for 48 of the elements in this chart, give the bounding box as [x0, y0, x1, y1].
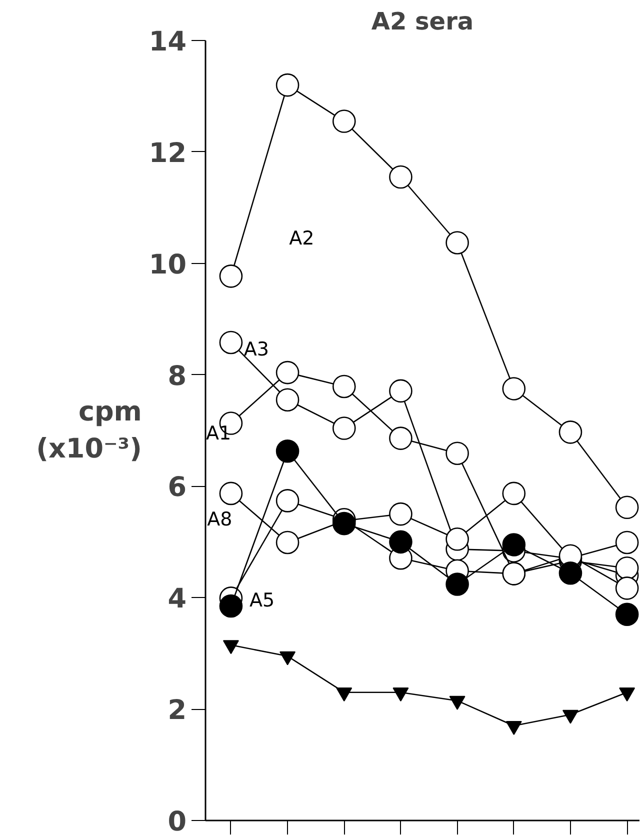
point — [446, 231, 469, 254]
point — [615, 576, 639, 600]
point — [389, 530, 412, 554]
y-tick-label: 8 — [168, 360, 187, 392]
point — [219, 482, 243, 506]
text: A2 — [289, 227, 314, 250]
y-tick-label: 0 — [168, 806, 187, 835]
y-tick-label: 6 — [168, 472, 187, 504]
point — [502, 377, 526, 400]
y-tick-label: 4 — [168, 584, 187, 615]
point — [615, 530, 639, 554]
y-tick-label: 14 — [148, 26, 187, 58]
chart-title: A2 sera — [371, 8, 474, 36]
y-tick-label: 2 — [168, 695, 187, 726]
point — [276, 73, 300, 97]
point — [389, 426, 412, 450]
point — [276, 360, 300, 384]
point — [276, 439, 300, 463]
point — [389, 165, 412, 189]
point — [502, 482, 526, 506]
point — [389, 379, 412, 403]
series-label: A1 — [206, 422, 232, 444]
point — [558, 562, 582, 585]
point — [276, 530, 300, 554]
point — [332, 416, 356, 440]
point — [615, 556, 639, 580]
series-label: A5 — [250, 589, 275, 612]
point — [446, 572, 469, 596]
series-label: A3 — [244, 338, 269, 361]
point — [558, 420, 582, 444]
point — [276, 489, 300, 512]
series-label: A8 — [207, 508, 232, 531]
y-tick-label: 12 — [148, 138, 187, 169]
point — [389, 502, 412, 526]
point — [502, 533, 526, 556]
point — [332, 110, 356, 133]
point — [219, 594, 243, 618]
point — [446, 442, 469, 465]
point — [615, 496, 639, 520]
y-axis-title: cpm (x10⁻³) — [36, 396, 142, 465]
point — [332, 374, 356, 398]
y-tick-label: 10 — [148, 249, 187, 280]
point — [332, 512, 356, 536]
point — [615, 602, 639, 626]
point — [276, 388, 300, 412]
point — [219, 264, 243, 288]
point — [446, 528, 469, 551]
point — [219, 330, 243, 354]
